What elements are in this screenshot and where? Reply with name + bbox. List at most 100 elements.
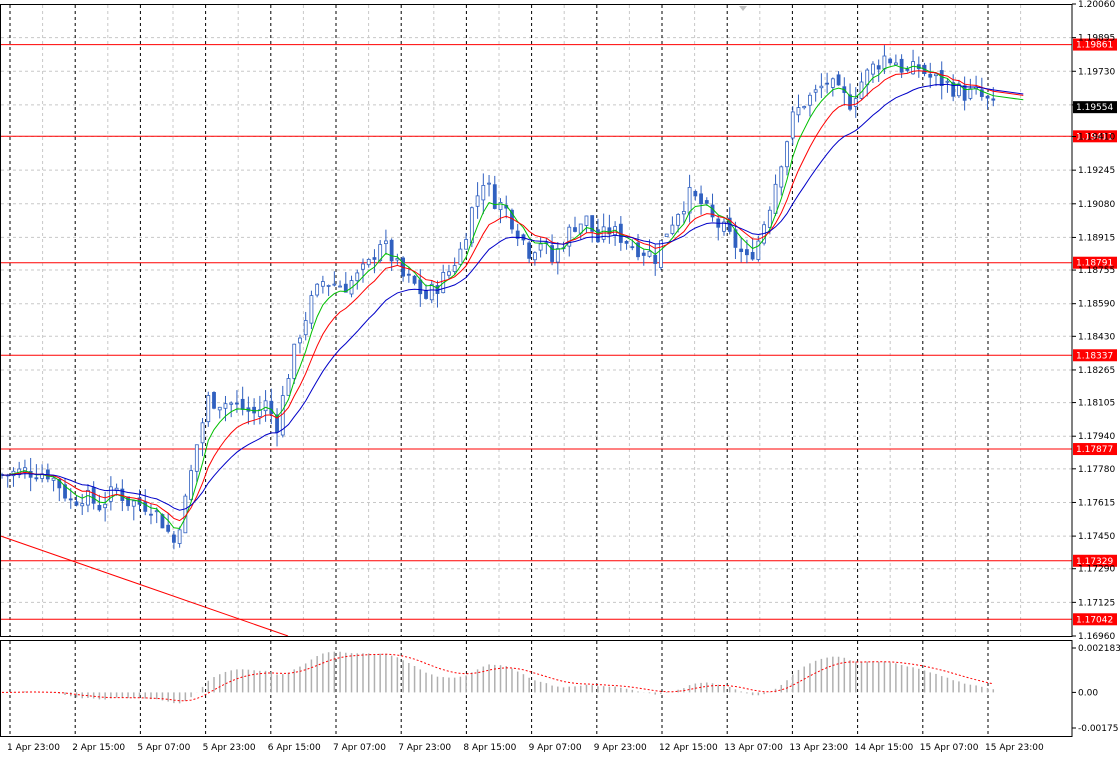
time-tick-label: 14 Apr 15:00 — [855, 743, 914, 753]
candle-body — [985, 95, 990, 99]
oscillator-panel — [2, 651, 995, 704]
candle-body — [825, 82, 830, 85]
candle-body — [647, 250, 652, 257]
level-tag — [1073, 130, 1117, 143]
candle-body — [853, 98, 858, 107]
price-tick-label: 1.19895 — [1078, 34, 1115, 44]
candle-body — [641, 252, 646, 256]
candle-body — [343, 283, 348, 293]
ma-slow-line — [2, 83, 1024, 511]
candle-body — [389, 239, 394, 262]
axes — [0, 3, 1076, 737]
candle-body — [653, 254, 658, 264]
main-panel-border — [0, 4, 1073, 637]
time-tick-label: 15 Apr 23:00 — [985, 743, 1044, 753]
sub-tick-label: 0.00 — [1078, 688, 1098, 698]
candle-body — [487, 182, 491, 185]
candle-body — [418, 279, 423, 295]
candle-body — [836, 74, 841, 86]
candle-body — [263, 400, 268, 412]
candle-body — [91, 487, 96, 504]
candle-body — [464, 239, 469, 250]
candle-body — [848, 94, 852, 110]
time-tick-label: 9 Apr 07:00 — [529, 743, 582, 753]
candle-body — [681, 211, 686, 215]
candle-body — [206, 395, 211, 423]
candle-body — [298, 337, 302, 344]
candle-body — [452, 265, 457, 272]
candle-body — [384, 240, 388, 245]
candle-body — [687, 186, 692, 214]
time-tick-label: 13 Apr 23:00 — [789, 743, 848, 753]
candle-body — [189, 470, 193, 500]
time-tick-label: 15 Apr 07:00 — [920, 743, 979, 753]
time-tick-label: 7 Apr 07:00 — [333, 743, 386, 753]
candle-body — [475, 195, 480, 207]
candle-body — [395, 258, 400, 261]
candle-body — [664, 233, 669, 238]
candle-body — [366, 259, 371, 266]
candle-body — [676, 214, 681, 226]
candle-body — [968, 88, 973, 99]
level-tag — [1073, 443, 1117, 456]
ma-medium-line — [2, 70, 1024, 522]
candle-body — [779, 166, 784, 188]
candle-body — [790, 111, 795, 139]
time-tick-label: 1 Apr 23:00 — [7, 743, 60, 753]
candle-body — [939, 70, 944, 86]
candle-body — [802, 106, 807, 109]
candle-body — [704, 200, 709, 204]
candle-body — [217, 406, 222, 411]
candle-body — [114, 487, 119, 492]
candle-body — [928, 73, 933, 78]
candle-body — [871, 63, 875, 75]
candle-body — [326, 284, 331, 287]
candle-body — [332, 283, 337, 286]
candle-body — [166, 524, 171, 532]
level-tag — [1073, 349, 1117, 362]
horizontal-levels: 1.19861 1.19411 1.18791 1.18337 1.17877 1.173… — [1, 38, 1117, 626]
price-tick-label: 1.17450 — [1078, 532, 1115, 542]
signal-line — [2, 653, 994, 702]
candle-body — [68, 498, 73, 501]
shift-marker — [739, 6, 747, 11]
candle-body — [235, 402, 239, 405]
price-tick-label: 1.18265 — [1078, 366, 1115, 376]
candle-body — [945, 80, 950, 83]
candle-body — [527, 242, 532, 259]
trend-line-segment — [0, 535, 289, 637]
price-tick-label: 1.16960 — [1078, 632, 1115, 642]
candle-body — [108, 486, 113, 502]
candle-body — [63, 484, 67, 499]
price-tick-label: 1.18105 — [1078, 399, 1115, 409]
candle-body — [750, 251, 755, 260]
candle-body — [240, 398, 245, 410]
price-tick-label: 1.19245 — [1078, 166, 1115, 176]
candle-body — [458, 248, 463, 265]
candle-body — [481, 185, 486, 201]
candle-body — [74, 501, 79, 506]
level-label: 1.17042 — [1076, 615, 1113, 625]
candle-body — [538, 243, 543, 251]
candle-body — [584, 215, 589, 226]
current-price-tag — [1073, 101, 1117, 114]
candle-body — [429, 283, 434, 301]
candle-body — [785, 141, 789, 168]
candle-body — [808, 94, 812, 106]
level-label: 1.17877 — [1076, 445, 1113, 455]
candle-body — [257, 409, 262, 417]
candle-body — [320, 281, 325, 287]
candle-body — [372, 257, 377, 260]
candle-body — [378, 244, 383, 262]
candle-body — [57, 478, 62, 489]
candle-body — [934, 73, 938, 77]
candle-body — [670, 224, 675, 234]
candle-body — [515, 230, 520, 239]
time-tick-label: 5 Apr 23:00 — [203, 743, 256, 753]
price-tick-label: 1.17290 — [1078, 565, 1115, 575]
candle-body — [722, 221, 726, 232]
candle-body — [469, 207, 474, 244]
